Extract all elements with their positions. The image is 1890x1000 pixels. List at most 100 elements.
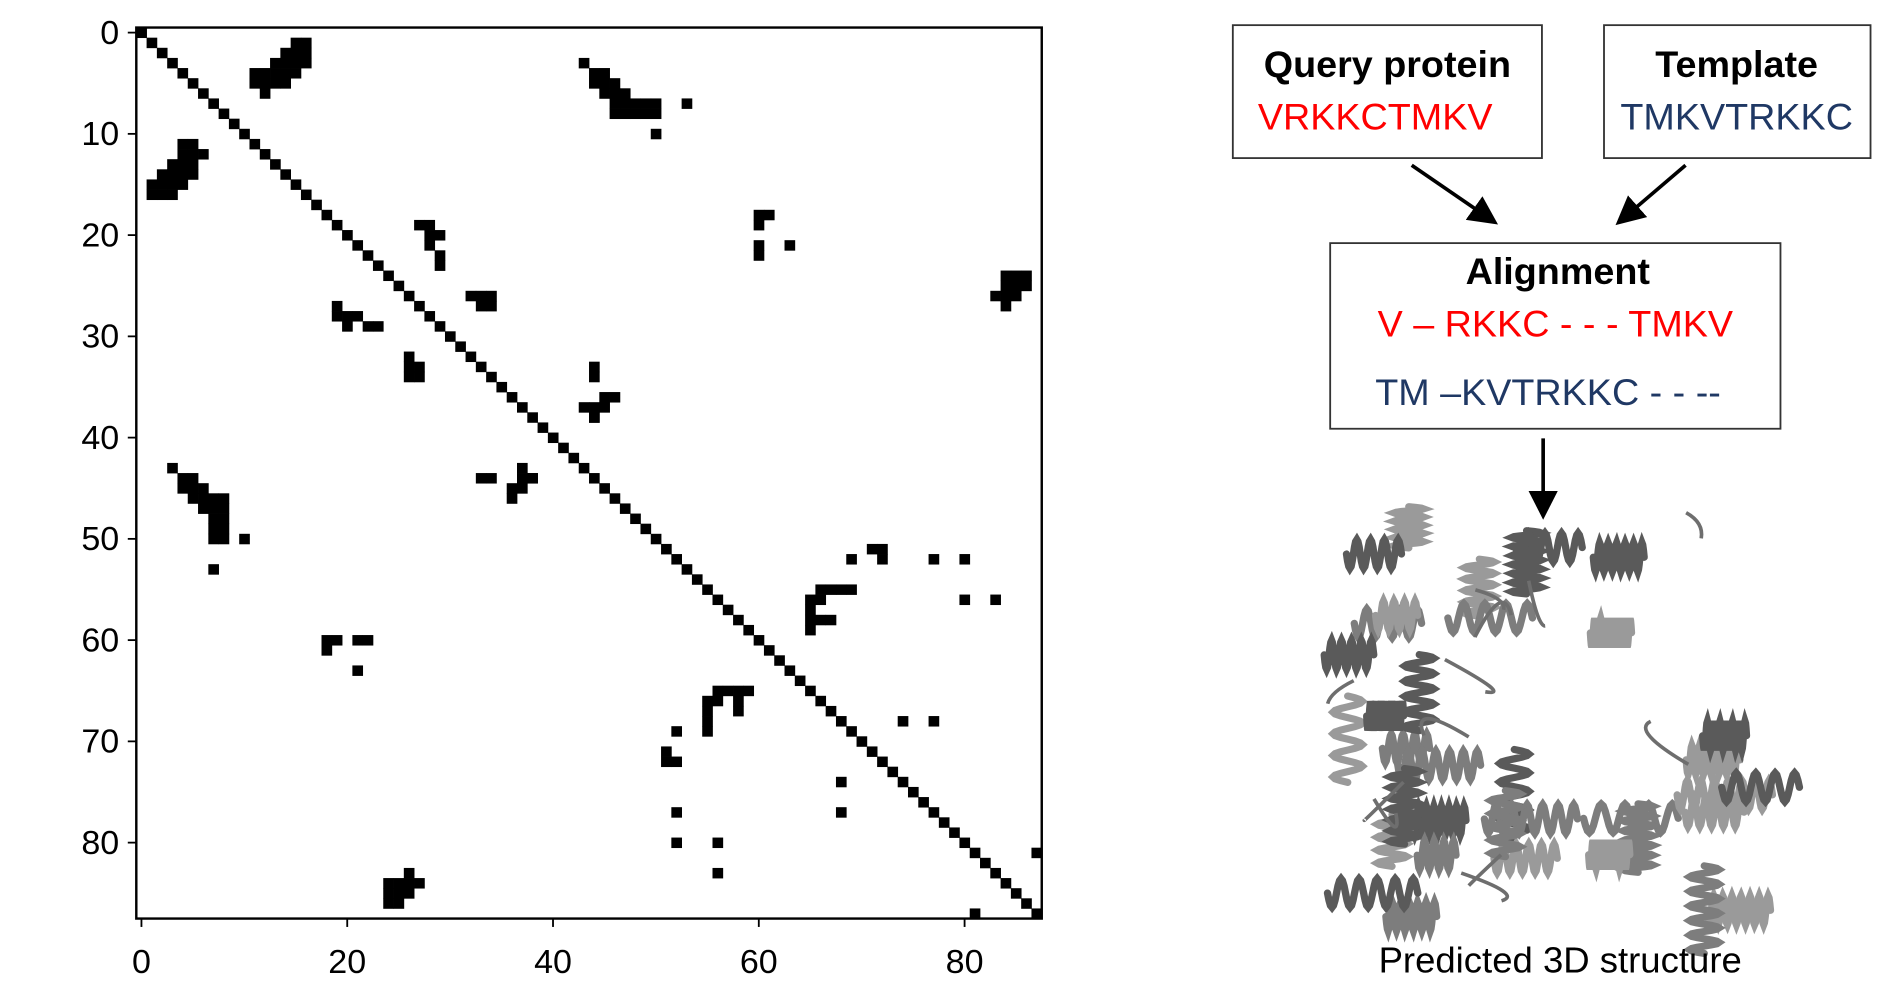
diagonal-cell xyxy=(444,331,456,342)
contact-cell xyxy=(239,533,250,545)
contact-cell xyxy=(671,807,682,818)
diagonal-cell xyxy=(866,746,878,757)
contact-cell xyxy=(877,543,888,555)
contact-cell xyxy=(259,68,271,79)
diagonal-cell xyxy=(835,716,847,727)
x-tick-label: 40 xyxy=(534,943,572,981)
contact-map: 0 20 40 60 80 0 10 20 30 40 50 60 70 80 xyxy=(81,14,1043,981)
contact-cell xyxy=(393,878,405,889)
contact-cell xyxy=(825,614,837,626)
contact-cell xyxy=(424,230,436,241)
contact-cell xyxy=(465,290,477,302)
contact-cell xyxy=(156,179,168,190)
contact-cell xyxy=(815,614,827,626)
alignment-template: TM –KVTRKKC - - -- xyxy=(1375,371,1721,413)
x-tick-label: 60 xyxy=(740,943,778,981)
structure-loop xyxy=(1325,679,1355,705)
contact-cell xyxy=(650,128,662,140)
diagonal-cell xyxy=(136,27,147,39)
diagonal-cell xyxy=(465,351,477,363)
contact-cell xyxy=(702,695,713,707)
contact-cell xyxy=(1000,300,1012,312)
contact-cell xyxy=(475,473,487,484)
contact-cell xyxy=(619,88,631,99)
contact-cell xyxy=(393,898,405,909)
contact-cell xyxy=(578,57,590,69)
contact-cell xyxy=(177,483,189,494)
contact-cell xyxy=(393,888,405,899)
contact-cell xyxy=(486,300,497,312)
contact-cell xyxy=(218,493,230,504)
contact-cell xyxy=(475,300,487,312)
structure-helix xyxy=(1682,862,1726,958)
contact-cell xyxy=(187,149,199,160)
diagonal-cell xyxy=(918,797,929,808)
diagonal-cell xyxy=(218,108,230,120)
caption: Predicted 3D structure xyxy=(1379,940,1742,981)
diagonal-cell xyxy=(156,47,168,59)
contact-cell xyxy=(434,230,446,241)
diagonal-cell xyxy=(331,219,343,231)
contact-cell xyxy=(835,584,847,595)
structure-helix xyxy=(1327,692,1368,786)
diagonal-cell xyxy=(167,57,178,69)
diagonal-cell xyxy=(825,705,837,717)
diagonal-cell xyxy=(1000,878,1012,889)
diagonal-cell xyxy=(352,240,364,251)
contact-cell xyxy=(1000,270,1012,282)
contact-cell xyxy=(177,169,189,180)
contact-cell xyxy=(208,493,219,504)
contact-cell xyxy=(753,240,765,251)
diagonal-cell xyxy=(517,402,528,413)
contact-cell xyxy=(300,37,312,49)
contact-cell xyxy=(208,564,219,575)
contact-cell xyxy=(290,47,302,59)
diagonal-cell xyxy=(568,452,580,464)
structure-loop xyxy=(1444,657,1496,695)
structure-loop xyxy=(1419,716,1470,739)
contact-cell xyxy=(722,685,734,697)
contact-cell xyxy=(712,837,724,849)
diagonal-cell xyxy=(681,564,693,575)
alignment-box xyxy=(1329,242,1782,430)
diagonal-cell xyxy=(527,412,538,423)
contact-cell xyxy=(259,78,271,89)
contact-cell xyxy=(352,665,364,676)
contact-cell xyxy=(743,685,755,697)
contact-cell xyxy=(712,685,724,697)
structure-helix xyxy=(1444,598,1537,638)
contact-cell xyxy=(218,533,230,545)
diagonal-cell xyxy=(763,645,775,656)
contact-cell xyxy=(208,523,219,535)
contact-cell xyxy=(352,311,364,322)
contact-cell xyxy=(167,189,178,201)
contact-cell xyxy=(300,57,312,69)
contact-cell xyxy=(589,371,600,383)
structure-helix xyxy=(1703,885,1775,935)
diagonal-cell xyxy=(321,209,333,221)
contact-cell xyxy=(187,159,199,170)
diagonal-cell xyxy=(537,422,549,433)
contact-cell xyxy=(372,321,384,332)
contact-cell xyxy=(609,88,621,99)
contact-cell xyxy=(486,290,497,302)
contact-cell xyxy=(208,503,219,514)
structure-helix xyxy=(1586,605,1636,649)
structure-helix xyxy=(1342,532,1406,576)
contact-cell xyxy=(702,726,713,737)
contact-cell xyxy=(506,493,518,504)
diagonal-cell xyxy=(424,311,436,322)
contact-cell xyxy=(187,169,199,180)
contact-cell xyxy=(177,149,189,160)
contact-cell xyxy=(177,159,189,170)
contact-cell xyxy=(589,68,600,79)
contact-cell xyxy=(403,351,415,363)
x-tick-label: 20 xyxy=(328,943,366,981)
contact-cell xyxy=(928,554,940,565)
diagonal-cell xyxy=(887,766,899,778)
template-sequence: TMKVTRKKC xyxy=(1620,96,1853,138)
contact-cell xyxy=(578,402,590,413)
contact-cell xyxy=(866,543,878,555)
diagonal-cell xyxy=(753,635,765,646)
contact-cell xyxy=(362,635,374,646)
